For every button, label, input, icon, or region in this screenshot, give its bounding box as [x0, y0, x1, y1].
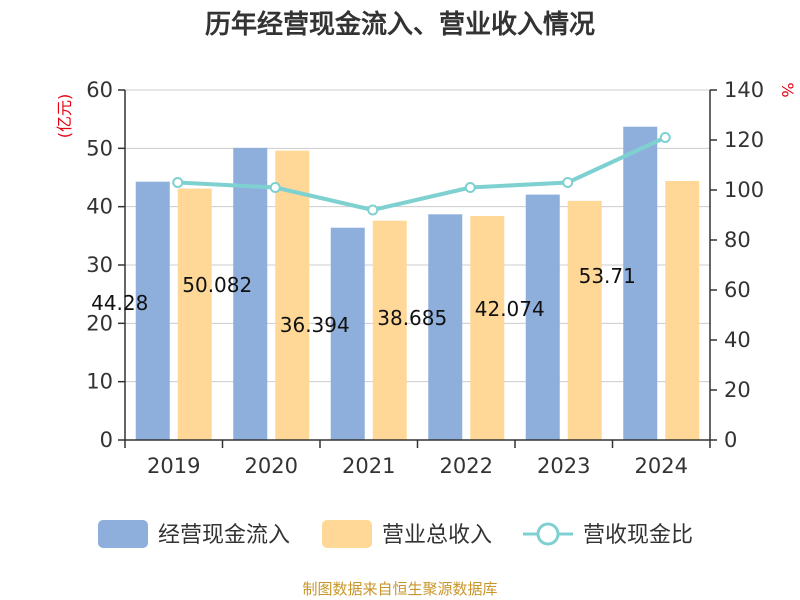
left-tick-label: 40: [86, 195, 113, 219]
legend-item-revenue[interactable]: 营业总收入: [322, 520, 492, 548]
bar-revenue[interactable]: [470, 216, 505, 440]
right-tick-label: 0: [724, 428, 737, 452]
right-tick-label: 100: [724, 178, 764, 202]
bar-revenue[interactable]: [665, 181, 700, 440]
right-tick-label: 140: [724, 78, 764, 102]
bar-revenue[interactable]: [275, 150, 310, 440]
ratio-point[interactable]: [269, 182, 281, 193]
x-tick-label: 2020: [245, 454, 298, 478]
data-label: 50.082: [182, 273, 252, 297]
left-tick-label: 0: [100, 428, 113, 452]
left-tick-label: 20: [86, 311, 113, 335]
data-label: 53.71: [579, 264, 636, 288]
ratio-point[interactable]: [172, 177, 184, 188]
bar-revenue[interactable]: [567, 200, 602, 440]
right-tick-label: 60: [724, 278, 751, 302]
legend-swatch: [322, 520, 372, 548]
data-label: 42.074: [475, 297, 545, 321]
ratio-point[interactable]: [367, 204, 379, 216]
legend[interactable]: 经营现金流入 营业总收入 营收现金比: [98, 520, 693, 548]
left-tick-label: 50: [86, 136, 113, 160]
chart-title: 历年经营现金流入、营业收入情况: [204, 10, 595, 40]
bar-cash-inflow[interactable]: [135, 181, 170, 440]
x-tick-label: 2022: [440, 454, 493, 478]
bar-cash-inflow[interactable]: [330, 227, 365, 440]
bar-cash-inflow[interactable]: [233, 147, 268, 440]
legend-item-ratio[interactable]: 营收现金比: [523, 522, 693, 548]
data-label: 36.394: [280, 313, 350, 337]
right-tick-label: 40: [724, 328, 751, 352]
bar-revenue[interactable]: [177, 188, 212, 440]
left-tick-label: 30: [86, 253, 113, 277]
left-tick-label: 60: [86, 78, 113, 102]
legend-item-cash-inflow[interactable]: 经营现金流入: [98, 520, 290, 548]
x-tick-label: 2021: [342, 454, 395, 478]
bar-cash-inflow[interactable]: [428, 214, 463, 440]
data-labels: 44.28 50.082 36.394 38.685 42.074 53.71: [91, 264, 636, 337]
bar-revenue[interactable]: [372, 220, 407, 440]
axes: 0 10 20 30 40 50 60 0 20 40 60 80 100 120 140 2019 2020 2…: [86, 78, 764, 478]
x-tick-label: 2019: [147, 454, 200, 478]
left-axis-unit: (亿元): [55, 94, 74, 139]
ratio-line: [172, 132, 671, 216]
right-tick-label: 80: [724, 228, 751, 252]
legend-label: 经营现金流入: [158, 523, 290, 548]
ratio-line-path: [177, 135, 667, 212]
ratio-point[interactable]: [659, 132, 671, 143]
legend-label: 营业总收入: [382, 523, 492, 548]
right-axis-unit: %: [778, 82, 797, 97]
ratio-point[interactable]: [464, 182, 476, 193]
ratio-point[interactable]: [562, 177, 574, 188]
right-tick-label: 20: [724, 378, 751, 402]
right-tick-label: 120: [724, 128, 764, 152]
legend-marker: [536, 522, 560, 546]
data-label: 44.28: [91, 291, 148, 315]
bars: [135, 126, 700, 441]
bar-cash-inflow[interactable]: [623, 126, 658, 441]
x-tick-label: 2024: [635, 454, 688, 478]
source-note: 制图数据来自恒生聚源数据库: [302, 580, 498, 598]
data-label: 38.685: [377, 306, 447, 330]
x-tick-label: 2023: [537, 454, 590, 478]
legend-label: 营收现金比: [583, 523, 693, 548]
left-tick-label: 10: [86, 370, 113, 394]
bar-cash-inflow[interactable]: [525, 194, 560, 440]
legend-swatch: [98, 520, 148, 548]
